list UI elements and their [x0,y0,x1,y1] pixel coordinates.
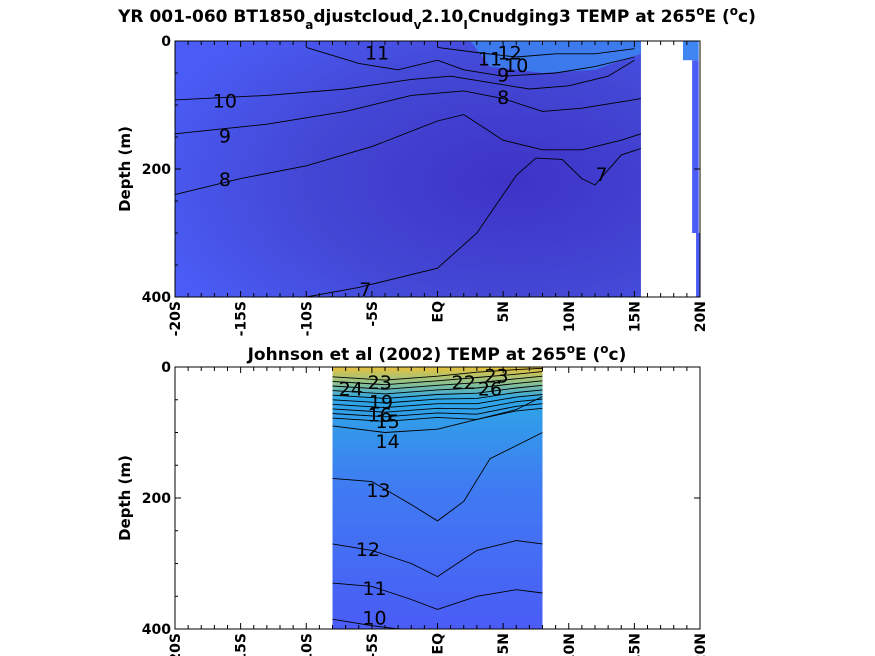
thermocline-contour [332,375,543,390]
title-part: E ( [704,7,729,27]
contour-label: 7 [596,164,608,186]
contour-label: 24 [339,378,363,400]
contour-label: 10 [213,90,237,112]
x-tick-label: -20S [168,633,184,656]
title-part: a [305,18,313,32]
contour-line-10 [174,59,635,101]
contour-line-12 [437,46,635,58]
contour-line-12 [332,540,543,578]
x-tick-label: EQ [431,633,447,655]
thermocline-contour [332,394,543,409]
contour-line-9 [174,90,641,135]
title-part: Johnson et al (2002) TEMP at 265 [247,345,567,365]
title-part: c) [738,7,756,27]
chart-title: Johnson et al (2002) TEMP at 265oE (oc) [247,342,627,365]
title-part: I [463,18,467,32]
coastal-strip-upper [682,41,699,61]
x-tick-label: -15S [234,633,250,656]
y-tick-label: 0 [161,34,171,50]
x-tick-label: 5N [496,301,512,322]
thermocline-contour [332,380,543,395]
y-tick-label: 200 [142,162,171,178]
x-tick-label: 20N [693,301,709,332]
contour-label: 12 [356,539,380,561]
x-tick-label: 10N [562,301,578,332]
contour-label: 9 [497,65,509,87]
thermocline-contour [332,371,543,386]
chart-title: YR 001-060 BT1850adjustcloudv2.10ICnudgi… [117,4,756,32]
temperature-field [175,41,641,297]
title-part: E ( [575,345,600,365]
contour-label: 16 [368,405,392,427]
contour-label: 15 [376,411,400,433]
x-tick-label: -5S [365,301,381,327]
title-part: YR 001-060 BT1850 [117,7,305,27]
title-part: djustcloud [313,7,413,27]
thermocline-contour [332,367,543,381]
title-part: o [600,342,608,356]
coastal-strip-middle [692,60,699,234]
contour-label: 23 [368,372,392,394]
y-axis-label: Depth (m) [116,126,134,212]
title-part: Cnudging3 TEMP at 265 [468,7,696,27]
contour-label: 11 [362,578,386,600]
title-part: c) [609,345,627,365]
contour-label: 11 [365,42,389,64]
y-tick-label: 400 [142,290,171,306]
title-part: o [567,342,575,356]
x-tick-label: -15S [234,301,250,336]
thermocline-contour [332,403,543,418]
contour-label: 10 [362,608,386,630]
contour-label: 26 [478,378,502,400]
contour-line-13 [332,432,543,522]
y-tick-label: 200 [142,491,171,507]
y-tick-label: 0 [161,360,171,376]
contour-label: 14 [376,431,400,453]
x-tick-label: 15N [627,301,643,332]
thermocline-contour [332,384,543,399]
y-tick-label: 400 [142,622,171,638]
x-tick-label: -10S [299,301,315,336]
contour-label: 7 [359,279,371,301]
contour-label: 12 [498,42,522,64]
contour-label: 11 [478,49,502,71]
thermocline-contour [332,407,543,422]
x-tick-label: -10S [299,633,315,656]
x-tick-label: 20N [693,633,709,656]
contour-line-11 [306,46,635,77]
contour-label: 8 [219,169,231,191]
y-axis-label: Depth (m) [116,455,134,541]
title-part: 2.10 [421,7,463,27]
title-part: o [730,4,738,18]
contour-label: 8 [497,87,509,109]
contour-label: 23 [484,365,508,387]
x-tick-label: EQ [431,301,447,323]
coastal-strip-lower [696,233,700,297]
contour-line-7 [306,148,642,298]
contour-line-11 [332,582,543,610]
title-part: v [414,18,422,32]
contour-line-8 [174,114,642,196]
x-tick-label: 10N [562,633,578,656]
x-tick-label: 15N [627,633,643,656]
x-tick-label: 5N [496,633,512,654]
title-part: o [696,4,704,18]
contour-label: 10 [504,55,528,77]
thermocline-contour [332,389,543,404]
contour-line-14 [332,396,543,433]
thermocline-contour [332,398,543,413]
x-tick-label: -20S [168,301,184,336]
x-tick-label: -5S [365,633,381,656]
contour-label: 9 [219,126,231,148]
contour-label: 19 [369,392,393,414]
contour-label: 22 [452,372,476,394]
warm-surface-band [470,41,641,73]
contour-label: 13 [366,480,390,502]
